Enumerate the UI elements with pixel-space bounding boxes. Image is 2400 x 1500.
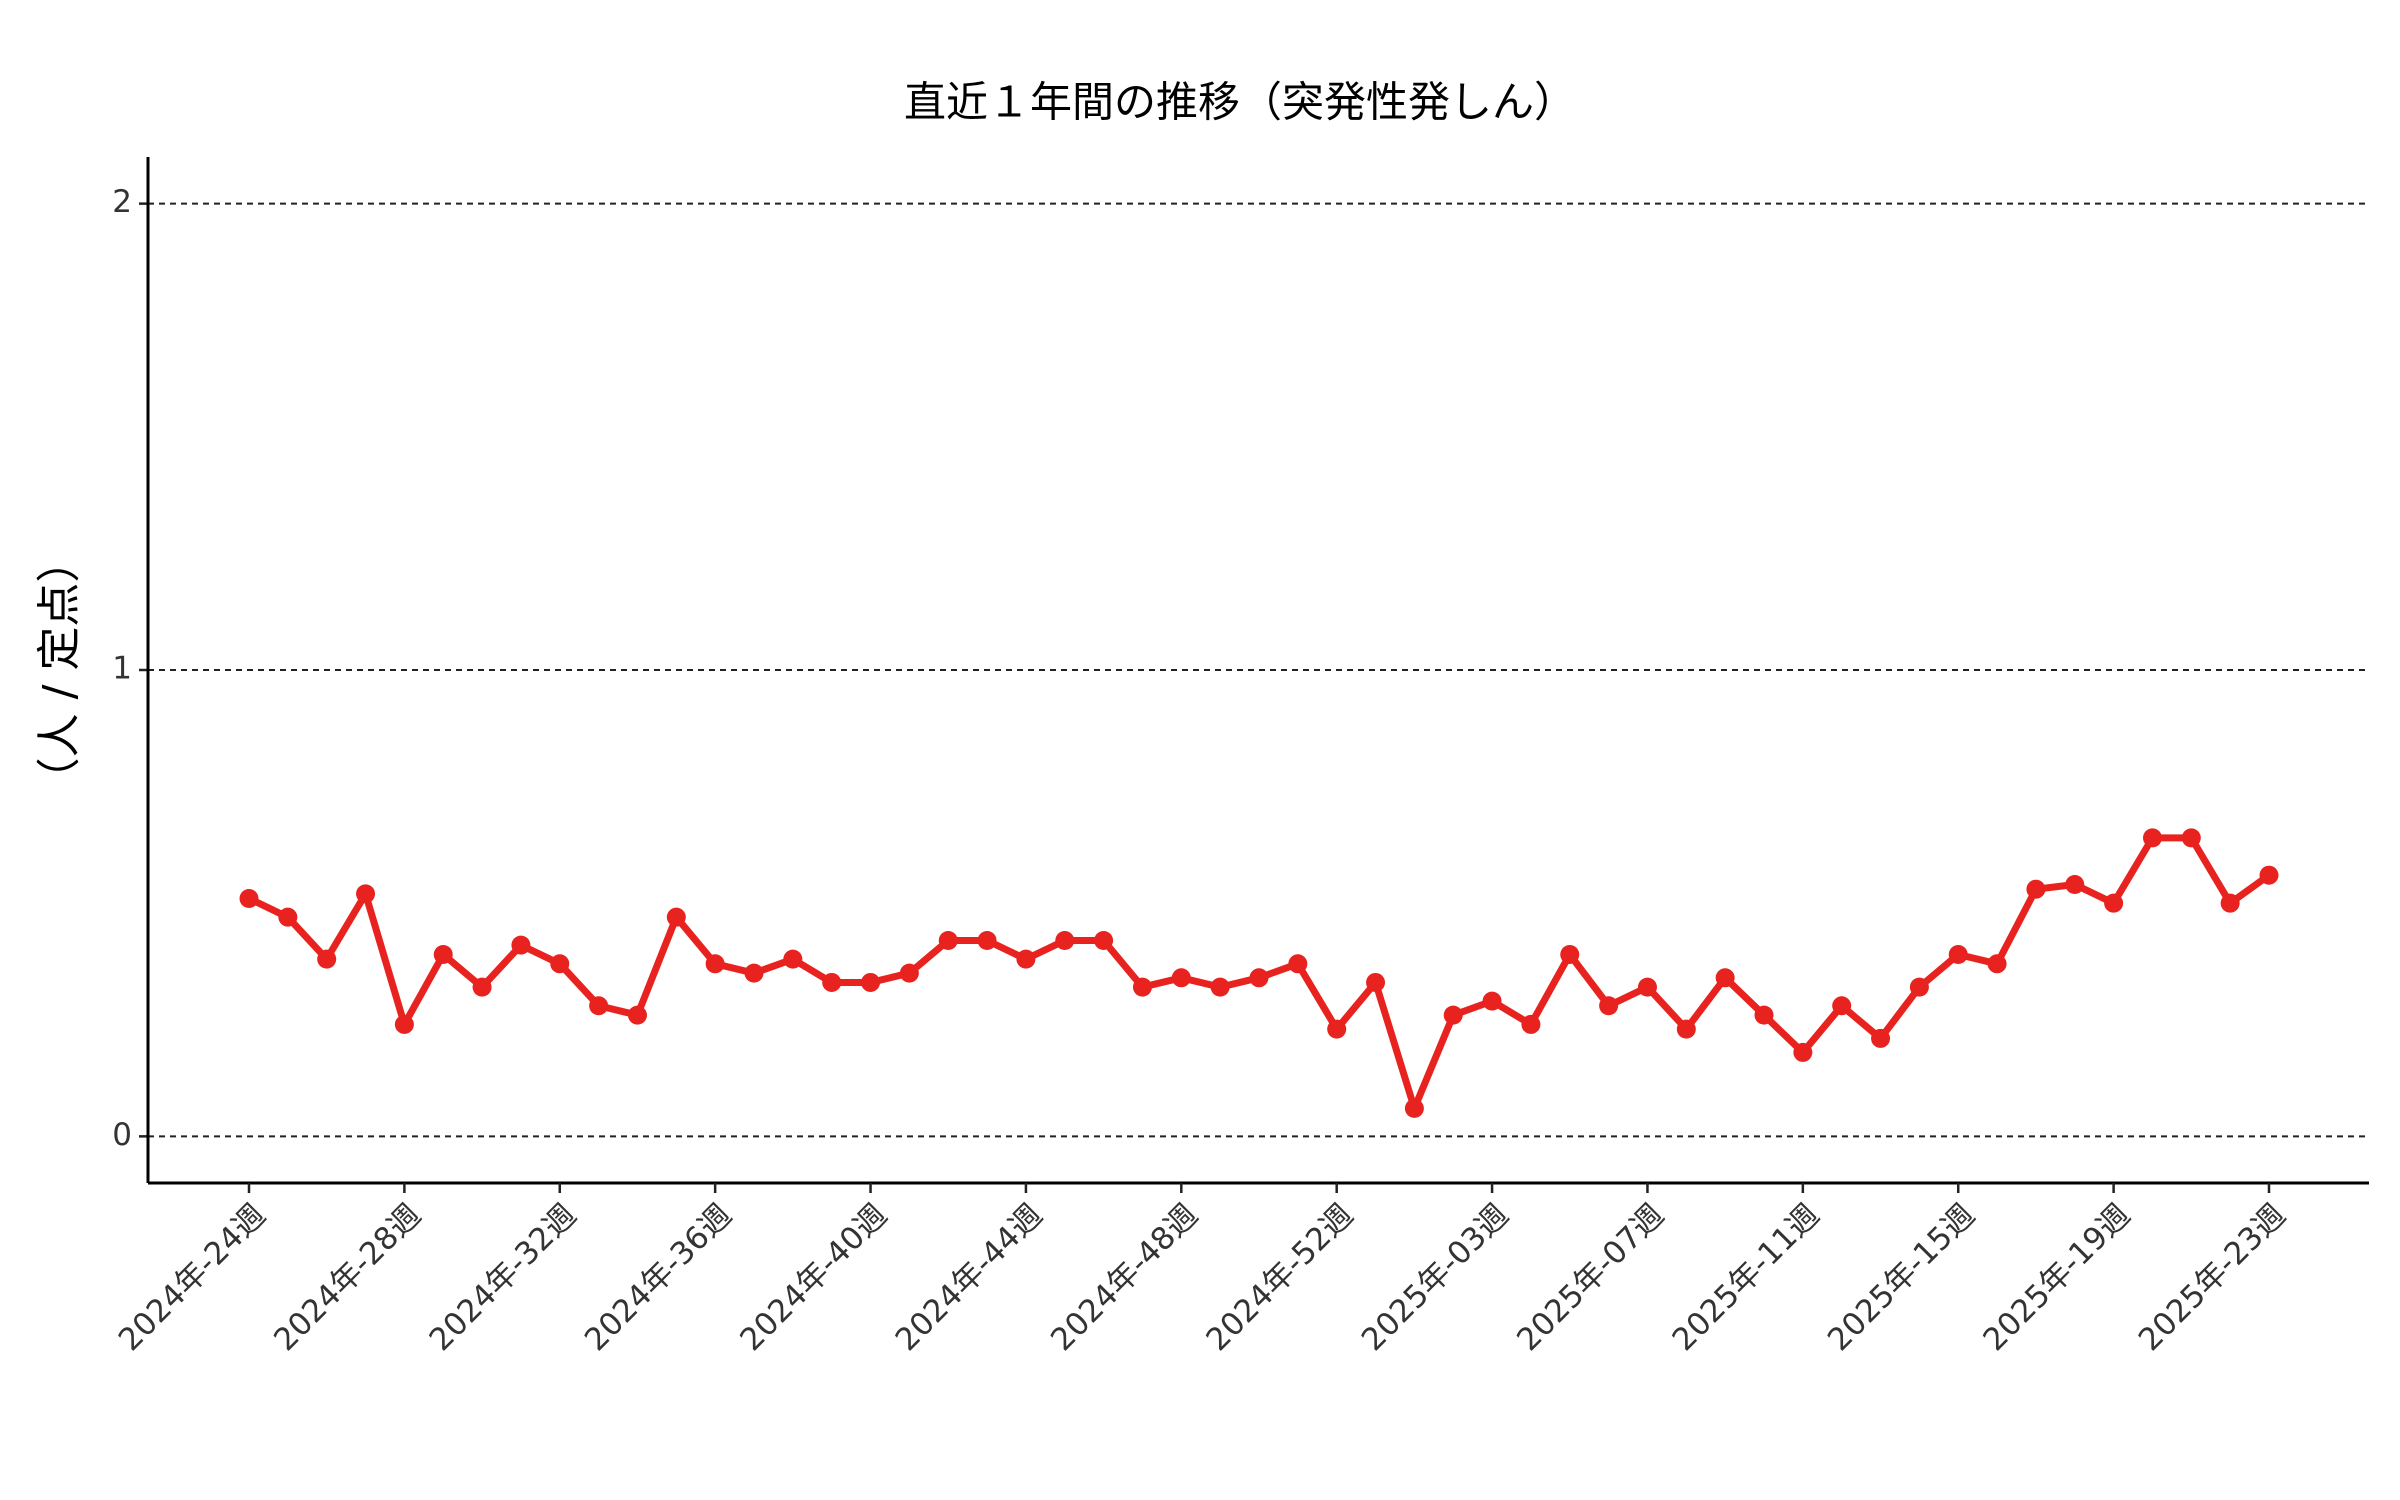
data-point	[1521, 1014, 1541, 1034]
data-point	[550, 954, 570, 974]
x-tick-label: 2024年-28週	[267, 1197, 428, 1358]
y-axis-label: （人 / 定点）	[34, 539, 85, 802]
data-point	[433, 944, 453, 964]
x-tick-label: 2024年-52週	[1199, 1197, 1360, 1358]
data-point	[1171, 968, 1191, 988]
data-point	[1832, 996, 1852, 1016]
data-point	[1482, 991, 1502, 1011]
data-point	[1210, 977, 1230, 997]
data-point	[1288, 954, 1308, 974]
data-point	[705, 954, 725, 974]
data-point	[278, 907, 298, 927]
data-point	[822, 972, 842, 992]
data-point	[938, 930, 958, 950]
data-point	[977, 930, 997, 950]
x-tick-label: 2024年-36週	[578, 1197, 739, 1358]
data-point	[317, 949, 337, 969]
data-point	[2259, 865, 2279, 885]
x-tick-label: 2025年-03週	[1355, 1197, 1516, 1358]
x-tick-label: 2024年-32週	[423, 1197, 584, 1358]
data-point	[1987, 954, 2007, 974]
data-point	[511, 935, 531, 955]
data-point	[1132, 977, 1152, 997]
data-point	[394, 1014, 414, 1034]
data-point	[2104, 893, 2124, 913]
data-point	[239, 889, 259, 909]
x-tick-label: 2025年-19週	[1976, 1197, 2137, 1358]
y-tick-label: 0	[112, 1117, 132, 1153]
data-point	[2065, 875, 2085, 895]
data-point	[1404, 1098, 1424, 1118]
data-point	[1443, 1005, 1463, 1025]
chart-title: 直近１年間の推移（突発性発しん）	[904, 78, 1576, 127]
data-point	[1055, 930, 1075, 950]
x-tick-label: 2025年-15週	[1821, 1197, 1982, 1358]
data-point	[472, 977, 492, 997]
x-tick-label: 2024年-40週	[733, 1197, 894, 1358]
data-point	[589, 996, 609, 1016]
x-tick-label: 2025年-07週	[1510, 1197, 1671, 1358]
data-point	[1909, 977, 1929, 997]
data-point	[744, 963, 764, 983]
x-tick-label: 2024年-44週	[889, 1197, 1050, 1358]
data-point	[356, 884, 376, 904]
data-point	[861, 972, 881, 992]
data-point	[2142, 828, 2162, 848]
x-tick-label: 2025年-11週	[1666, 1197, 1827, 1358]
x-tick-label: 2024年-48週	[1044, 1197, 1205, 1358]
x-tick-label: 2025年-23週	[2132, 1197, 2293, 1358]
data-point	[1599, 996, 1619, 1016]
data-point	[783, 949, 803, 969]
data-point	[899, 963, 919, 983]
data-point	[2026, 879, 2046, 899]
data-point	[666, 907, 686, 927]
data-point	[2220, 893, 2240, 913]
data-point	[1327, 1019, 1347, 1039]
data-point	[1793, 1042, 1813, 1062]
y-tick-label: 2	[112, 184, 132, 220]
data-point	[1948, 944, 1968, 964]
data-point	[627, 1005, 647, 1025]
data-point	[1366, 972, 1386, 992]
data-point	[1871, 1028, 1891, 1048]
data-point	[2181, 828, 2201, 848]
data-point	[1560, 944, 1580, 964]
y-tick-label: 1	[112, 651, 132, 687]
data-point	[1016, 949, 1036, 969]
data-point	[1249, 968, 1269, 988]
data-point	[1676, 1019, 1696, 1039]
data-point	[1754, 1005, 1774, 1025]
data-point	[1637, 977, 1657, 997]
x-tick-label: 2024年-24週	[112, 1197, 273, 1358]
data-point	[1094, 930, 1114, 950]
data-point	[1715, 968, 1735, 988]
